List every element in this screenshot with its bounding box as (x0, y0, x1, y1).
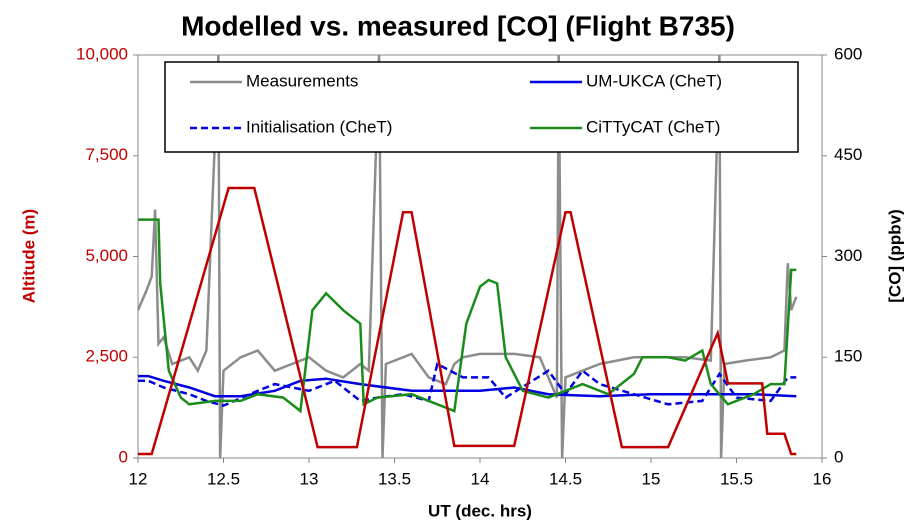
y-tick-label: 5,000 (85, 246, 128, 265)
legend-label: CiTTyCAT (CheT) (586, 117, 720, 136)
y2-tick-label: 0 (834, 447, 843, 466)
legend-label: Measurements (246, 71, 358, 90)
x-tick-label: 12.5 (207, 469, 240, 488)
x-tick-label: 14.5 (549, 469, 582, 488)
x-tick-label: 14 (471, 469, 490, 488)
y2-tick-label: 600 (834, 44, 862, 63)
x-tick-label: 16 (813, 469, 832, 488)
legend-box (164, 61, 799, 153)
series-line (138, 186, 797, 456)
x-axis-title: UT (dec. hrs) (428, 501, 532, 520)
x-tick-label: 13 (300, 469, 319, 488)
x-tick-label: 15 (642, 469, 661, 488)
y2-axis-title: [CO] (ppbv) (885, 209, 904, 302)
y2-tick-label: 450 (834, 145, 862, 164)
legend-label: Initialisation (CheT) (246, 117, 392, 136)
y-tick-label: 0 (119, 447, 128, 466)
series-line (138, 362, 797, 407)
x-tick-label: 13.5 (378, 469, 411, 488)
y2-tick-label: 150 (834, 347, 862, 366)
y-tick-label: 2,500 (85, 347, 128, 366)
series-line (138, 374, 797, 398)
series-line (138, 55, 798, 458)
y-tick-label: 10,000 (76, 44, 128, 63)
y2-tick-label: 300 (834, 246, 862, 265)
legend-label: UM-UKCA (CheT) (586, 71, 722, 90)
y-tick-label: 7,500 (85, 145, 128, 164)
plot-frame (137, 54, 823, 459)
chart-title: Modelled vs. measured [CO] (Flight B735) (181, 10, 735, 41)
x-tick-label: 12 (129, 469, 148, 488)
x-tick-label: 15.5 (720, 469, 753, 488)
y-axis-title: Altitude (m) (19, 209, 38, 303)
